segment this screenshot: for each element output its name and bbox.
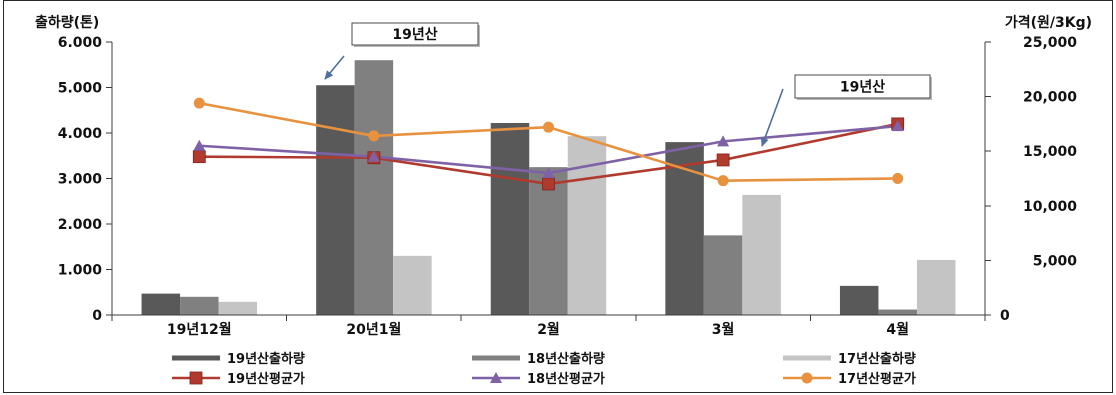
point-s2-c2 xyxy=(367,150,380,162)
bar-s2-c1 xyxy=(180,296,219,315)
bar-s1-c3 xyxy=(490,122,530,316)
annotation-arrow xyxy=(761,88,784,147)
bar-s2-c2 xyxy=(354,60,394,316)
point-s1-c4 xyxy=(716,153,730,167)
y-axis-title: 출하량(톤) xyxy=(35,14,99,31)
x-tick-label: 2월 xyxy=(537,321,560,338)
bar-s3-c2 xyxy=(393,255,432,315)
y-tick-label: 4.000 xyxy=(58,126,103,142)
legend: 19년산출하량 18년산출하량 17년산출하량 19년산평균가 18년산평균가 17년산평… xyxy=(172,351,916,387)
x-tick-label: 4월 xyxy=(886,321,909,338)
legend-item: 19년산평균가 xyxy=(172,371,305,387)
annotation: 19년산 xyxy=(324,22,480,80)
y2-tick-label: 10,000 xyxy=(1023,199,1077,215)
bar-marks xyxy=(141,60,956,316)
x-tick-label: 3월 xyxy=(712,321,735,338)
y2-tick-label: 15,000 xyxy=(1023,144,1077,160)
legend-item: 18년산출하량 xyxy=(472,351,605,367)
annotation-text: 19년산 xyxy=(840,79,885,96)
point-s1-c3 xyxy=(542,177,555,191)
legend-item: 17년산평균가 xyxy=(783,371,916,387)
y-tick-label: 5.000 xyxy=(58,81,103,97)
legend-label: 19년산출하량 xyxy=(227,351,305,367)
y2-tick-label: 20,000 xyxy=(1023,90,1077,106)
legend-item: 19년산출하량 xyxy=(172,351,305,367)
annotation-box xyxy=(351,22,479,46)
legend-marker xyxy=(189,371,203,385)
bar-s1-c5 xyxy=(839,285,879,315)
bar-s2-c4 xyxy=(703,235,743,315)
legend-marker xyxy=(490,372,502,383)
legend-label: 19년산평균가 xyxy=(227,371,305,387)
bar-s3-c5 xyxy=(916,259,956,315)
bar-s1-c2 xyxy=(316,85,355,315)
x-tick-label: 19년12월 xyxy=(167,321,232,338)
point-s3-c1 xyxy=(193,97,205,109)
bar-s3-c1 xyxy=(218,301,258,315)
y2-tick-label: 25,000 xyxy=(1023,35,1077,51)
y-tick-label: 2.000 xyxy=(58,217,103,233)
y2-tick-label: 5,000 xyxy=(1033,253,1078,269)
legend-marker xyxy=(801,372,813,384)
bar-s3-c4 xyxy=(742,194,781,315)
legend-item: 18년산평균가 xyxy=(472,371,605,387)
point-s2-c4 xyxy=(717,135,730,147)
bar-s1-c4 xyxy=(665,142,704,315)
point-s2-c3 xyxy=(542,167,555,179)
point-s3-c3 xyxy=(543,121,554,133)
y-tick-label: 6.000 xyxy=(58,35,103,51)
y2-axis-title: 가격(원/3Kg) xyxy=(1005,14,1092,31)
legend-label: 17년산평균가 xyxy=(838,371,916,387)
x-tick-label: 20년1월 xyxy=(346,321,401,338)
line-marks xyxy=(192,97,905,191)
annotations: 19년산 19년산 xyxy=(324,22,932,147)
point-s3-c2 xyxy=(368,130,380,142)
legend-item: 17년산출하량 xyxy=(783,351,916,367)
annotation-arrow xyxy=(324,55,345,80)
annotation-text: 19년산 xyxy=(392,26,437,43)
bar-s2-c5 xyxy=(878,309,917,315)
point-s1-c1 xyxy=(192,150,206,164)
axes: 0 1.000 2.000 3.000 4.000 5.000 6.000 0 5,000 10,… xyxy=(58,35,1078,338)
legend-label: 18년산평균가 xyxy=(527,371,605,387)
y-tick-label: 1.000 xyxy=(58,263,103,279)
y2-tick-label: 0 xyxy=(1000,308,1010,324)
chart-frame xyxy=(3,0,1113,393)
y-tick-label: 3.000 xyxy=(58,172,103,188)
annotation-box xyxy=(794,74,931,99)
line-s2 xyxy=(199,124,898,175)
point-s2-c1 xyxy=(193,139,206,151)
point-s2-c5 xyxy=(891,120,904,132)
legend-label: 17년산출하량 xyxy=(838,351,916,367)
y-tick-label: 0 xyxy=(92,308,102,324)
bar-s1-c1 xyxy=(141,293,181,315)
point-s3-c5 xyxy=(892,173,904,184)
legend-label: 18년산출하량 xyxy=(527,351,605,367)
annotation: 19년산 xyxy=(761,74,932,147)
point-s3-c4 xyxy=(717,175,729,187)
bar-s2-c3 xyxy=(529,167,568,315)
